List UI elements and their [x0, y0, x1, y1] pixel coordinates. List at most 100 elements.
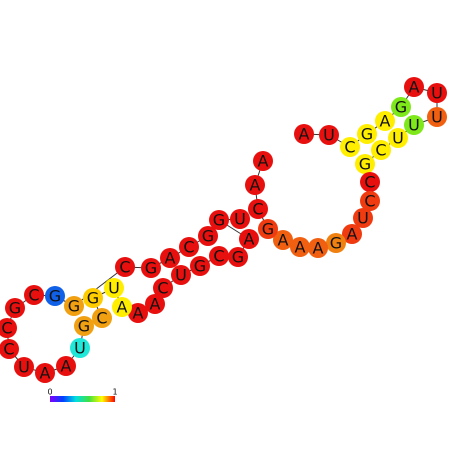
- nucleotide-label: A: [244, 230, 255, 249]
- nucleotide: [355, 154, 375, 174]
- nucleotide: [427, 83, 447, 103]
- nucleotide-label: A: [61, 357, 72, 376]
- nucleotide-label: U: [108, 279, 120, 298]
- nucleotide: [239, 229, 259, 249]
- nucleotide-label: C: [252, 200, 263, 219]
- nucleotide-label: C: [364, 192, 375, 211]
- nucleotide: [371, 140, 391, 160]
- nucleotide-label: U: [408, 116, 420, 135]
- nucleotide-label: U: [431, 108, 443, 127]
- nucleotide: [128, 303, 148, 323]
- nucleotide: [357, 124, 377, 144]
- nucleotide-label: A: [380, 112, 391, 131]
- nucleotide-label: G: [9, 299, 21, 318]
- nucleotide: [245, 175, 265, 195]
- nucleotide: [14, 357, 34, 377]
- nucleotide-label: G: [330, 234, 342, 253]
- nucleotide: [258, 219, 278, 239]
- nucleotide-label: C: [96, 309, 107, 328]
- nucleotide: [340, 137, 360, 157]
- nucleotide-label: A: [150, 295, 161, 314]
- nucleotide: [0, 318, 17, 338]
- nucleotide: [319, 125, 339, 145]
- nucleotide-label: A: [165, 249, 176, 268]
- nucleotide-label: U: [323, 126, 335, 145]
- nucleotide: [404, 115, 424, 135]
- nucleotide-label: A: [347, 225, 358, 244]
- nucleotide: [5, 298, 25, 318]
- nucleotide-label: U: [234, 210, 246, 229]
- nucleotide-label: C: [375, 141, 386, 160]
- nucleotide: [92, 308, 112, 328]
- nucleotide-label: G: [359, 155, 371, 174]
- nucleotide-label: G: [202, 227, 214, 246]
- nucleotide: [388, 128, 408, 148]
- nucleotide-label: C: [157, 279, 168, 298]
- nucleotide: [153, 278, 173, 298]
- nucleotide: [35, 363, 55, 383]
- nucleotide: [294, 124, 314, 144]
- nucleotide: [160, 248, 180, 268]
- nucleotide: [141, 258, 161, 278]
- nucleotide-label: A: [258, 152, 269, 171]
- nucleotide: [64, 296, 84, 316]
- nucleotide: [273, 230, 293, 250]
- nucleotide: [209, 246, 229, 266]
- nucleotide-label: A: [278, 231, 289, 250]
- nucleotide: [56, 356, 76, 376]
- nucleotide: [179, 237, 199, 257]
- nucleotide: [342, 224, 362, 244]
- nucleotide-label: A: [295, 238, 306, 257]
- nucleotide-label: U: [392, 129, 404, 148]
- nucleotide: [360, 172, 380, 192]
- nucleotide: [308, 238, 328, 258]
- nucleotide: [190, 256, 210, 276]
- nucleotide-label: A: [117, 298, 128, 317]
- nucleotide: [24, 285, 44, 305]
- nucleotide: [375, 111, 395, 131]
- nucleotide: [391, 97, 411, 117]
- nucleotide-label: G: [68, 297, 80, 316]
- nucleotide: [253, 151, 273, 171]
- nucleotide: [198, 226, 218, 246]
- nucleotide-label: G: [87, 289, 99, 308]
- nucleotide: [104, 278, 124, 298]
- nucleotide: [209, 210, 229, 230]
- nucleotide-label: G: [145, 259, 157, 278]
- nucleotide: [404, 77, 424, 97]
- nucleotide-label: G: [213, 211, 225, 230]
- nucleotide-label: A: [40, 364, 51, 383]
- nucleotide-label: A: [299, 125, 310, 144]
- nucleotide: [45, 286, 65, 306]
- nucleotide-label: C: [1, 319, 12, 338]
- nucleotide-label: C: [119, 258, 130, 277]
- nucleotide-label: G: [49, 287, 61, 306]
- scale-max: 1: [112, 388, 117, 397]
- nucleotide: [290, 237, 310, 257]
- color-scale: [50, 396, 115, 402]
- nucleotide-label: G: [361, 125, 373, 144]
- nucleotide-label: G: [194, 257, 206, 276]
- nucleotide-label: A: [250, 176, 261, 195]
- nucleotide: [171, 265, 191, 285]
- nucleotide: [115, 257, 135, 277]
- nucleotide: [427, 107, 447, 127]
- nucleotide-label: C: [213, 247, 224, 266]
- backbone-link: [73, 266, 126, 307]
- nucleotide: [83, 288, 103, 308]
- nucleotide-label: C: [28, 286, 39, 305]
- nucleotide-label: G: [395, 98, 407, 117]
- nucleotide-label: C: [364, 173, 375, 192]
- nucleotide-label: U: [74, 339, 86, 358]
- nucleotide-label: U: [431, 84, 443, 103]
- nucleotide-label: U: [175, 266, 187, 285]
- nucleotide-label: A: [133, 304, 144, 323]
- nucleotide: [70, 338, 90, 358]
- nucleotide: [230, 209, 250, 229]
- nucleotide: [360, 191, 380, 211]
- nucleotide: [145, 294, 165, 314]
- nucleotide-label: C: [183, 238, 194, 257]
- nucleotide: [353, 208, 373, 228]
